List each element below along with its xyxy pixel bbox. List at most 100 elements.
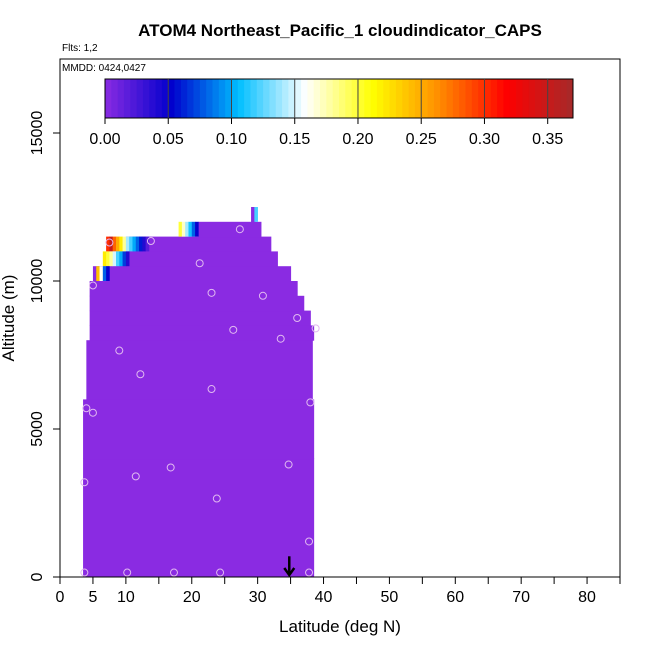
heatmap-cell [125, 251, 130, 267]
heatmap-cells [83, 207, 315, 578]
x-tick-label: 0 [56, 589, 65, 606]
y-tick-label: 0 [29, 572, 46, 581]
colorbar-segment [554, 79, 561, 118]
sample-point [306, 398, 315, 407]
colorbar-segment [560, 79, 568, 118]
heatmap-cell [109, 251, 114, 267]
colorbar-segment [313, 79, 321, 118]
colorbar-segment [294, 79, 302, 118]
heatmap-cell [122, 251, 127, 267]
heatmap-cell [109, 236, 114, 252]
colorbar-segment [351, 79, 359, 118]
colorbar-segment [193, 79, 201, 118]
heatmap-cell [99, 266, 104, 281]
colorbar-segment [364, 79, 372, 118]
colorbar-segment [528, 79, 536, 118]
colorbar-segment [459, 79, 466, 118]
colorbar-segment [395, 79, 403, 118]
heatmap-cell [116, 236, 120, 252]
colorbar: 0.00 0.05 0.10 0.15 0.20 0.25 0.30 0.35 [89, 78, 574, 148]
flights-label: Flts: 1,2 [62, 43, 98, 54]
colorbar-segment [389, 79, 397, 118]
colorbar-segment [117, 79, 125, 118]
heatmap-cell [135, 236, 140, 252]
heatmap-cell [129, 236, 133, 252]
heatmap-cell [102, 266, 107, 281]
colorbar-segment [212, 79, 220, 118]
colorbar-segment [522, 79, 530, 118]
heatmap-cell [89, 281, 298, 297]
colorbar-tick-label: 0.15 [279, 131, 310, 148]
colorbar-segment [130, 79, 138, 118]
heatmap-cell [102, 251, 107, 267]
colorbar-segment [446, 79, 454, 118]
colorbar-segment [427, 79, 435, 118]
sample-point [293, 314, 302, 322]
colorbar-segment [376, 79, 384, 118]
sample-point [284, 460, 293, 469]
heatmap-cell [122, 236, 127, 252]
colorbar-segment [332, 79, 340, 118]
heatmap-cell [96, 266, 100, 281]
colorbar-segment [288, 79, 296, 118]
colorbar-segment [535, 79, 542, 118]
colorbar-segment [541, 79, 549, 118]
colorbar-segment [269, 79, 277, 118]
colorbar-segment [161, 79, 169, 118]
colorbar-segment [244, 79, 251, 118]
colorbar-segment [231, 79, 239, 118]
colorbar-tick-label: 0.10 [216, 131, 247, 148]
x-tick-label: 40 [315, 589, 333, 606]
sample-point [80, 568, 89, 577]
colorbar-segment [484, 79, 492, 118]
colorbar-segment [440, 79, 447, 118]
heatmap-cell [119, 251, 123, 267]
heatmap-cell [195, 221, 199, 237]
heatmap-cell [112, 251, 117, 267]
colorbar-segment [142, 79, 150, 118]
colorbar-segment [275, 79, 283, 118]
heatmap-cell [132, 236, 137, 252]
heatmap-cell [106, 251, 278, 267]
heatmap-cell [83, 458, 315, 578]
colorbar-segment [471, 79, 479, 118]
sample-point [146, 237, 155, 246]
colorbar-segment [111, 79, 119, 118]
colorbar-segment [421, 79, 428, 118]
colorbar-segment [414, 79, 422, 118]
colorbar-segment [307, 79, 315, 118]
sample-point [131, 472, 140, 481]
colorbar-tick-label: 0.30 [469, 131, 500, 148]
x-tick-label: 20 [183, 589, 201, 606]
colorbar-segment [402, 79, 409, 118]
heatmap-cell [145, 236, 150, 252]
y-axis: 0 5000 10000 15000 [29, 111, 60, 581]
colorbar-segment [218, 79, 226, 118]
colorbar-tick-label: 0.25 [406, 131, 437, 148]
colorbar-segment [263, 79, 270, 118]
colorbar-frame [104, 78, 574, 119]
sample-point [216, 568, 225, 577]
sample-point [207, 288, 216, 297]
colorbar-segment [452, 79, 460, 118]
colorbar-segment [123, 79, 131, 118]
colorbar-segment [547, 79, 555, 118]
x-axis: 0 5 10 20 30 40 50 60 70 80 [56, 577, 621, 606]
y-tick-label: 10000 [29, 259, 46, 304]
colorbar-segment [250, 79, 258, 118]
heatmap-cell [139, 236, 143, 252]
sample-point [311, 324, 320, 333]
y-tick-label: 5000 [29, 411, 46, 447]
colorbar-tick-label: 0.05 [153, 131, 184, 148]
colorbar-segment [490, 79, 498, 118]
heatmap-cell [89, 295, 305, 312]
colorbar-segment [199, 79, 207, 118]
colorbar-segment [256, 79, 264, 118]
colorbar-segment [155, 79, 163, 118]
colorbar-segment [370, 79, 378, 118]
heatmap-cell [83, 399, 315, 460]
heatmap-cell [125, 236, 272, 252]
sample-point [123, 568, 132, 577]
chart-title: ATOM4 Northeast_Pacific_1 cloudindicator… [138, 21, 542, 40]
colorbar-tick-label: 0.00 [89, 131, 120, 148]
